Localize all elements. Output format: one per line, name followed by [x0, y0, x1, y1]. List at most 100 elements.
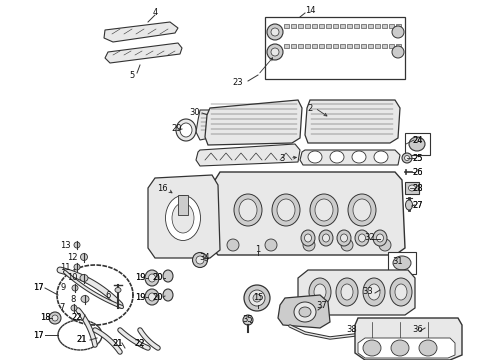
- Bar: [396, 44, 401, 48]
- Bar: [389, 24, 394, 28]
- Ellipse shape: [239, 199, 257, 221]
- Text: 33: 33: [363, 288, 373, 297]
- Bar: [298, 24, 303, 28]
- Bar: [354, 44, 359, 48]
- Ellipse shape: [341, 284, 353, 300]
- Text: 36: 36: [413, 325, 423, 334]
- Ellipse shape: [234, 194, 262, 226]
- Ellipse shape: [271, 28, 279, 36]
- Bar: [291, 24, 296, 28]
- Polygon shape: [104, 22, 178, 42]
- Text: 17: 17: [33, 284, 43, 292]
- Text: 27: 27: [413, 201, 423, 210]
- Ellipse shape: [148, 293, 155, 301]
- Polygon shape: [105, 43, 182, 63]
- Text: 35: 35: [243, 315, 253, 324]
- Ellipse shape: [227, 239, 239, 251]
- Ellipse shape: [406, 200, 413, 210]
- Text: 3: 3: [279, 153, 285, 162]
- Polygon shape: [212, 172, 405, 255]
- Text: 22: 22: [135, 338, 145, 347]
- Text: 30: 30: [190, 108, 200, 117]
- Bar: [305, 44, 310, 48]
- Text: 20: 20: [153, 274, 163, 283]
- Ellipse shape: [341, 234, 347, 242]
- Text: 6: 6: [105, 291, 111, 300]
- Ellipse shape: [356, 323, 368, 333]
- Bar: [340, 44, 345, 48]
- Bar: [312, 44, 317, 48]
- Ellipse shape: [359, 234, 366, 242]
- Text: 18: 18: [40, 314, 50, 323]
- Text: 28: 28: [413, 184, 423, 193]
- Ellipse shape: [368, 284, 380, 300]
- Bar: [354, 24, 359, 28]
- Polygon shape: [305, 100, 400, 143]
- Bar: [361, 44, 366, 48]
- Text: 28: 28: [413, 184, 423, 193]
- Ellipse shape: [49, 312, 61, 324]
- Ellipse shape: [115, 288, 121, 292]
- Bar: [347, 24, 352, 28]
- Bar: [319, 44, 324, 48]
- Ellipse shape: [72, 285, 78, 291]
- Polygon shape: [278, 295, 330, 328]
- Ellipse shape: [253, 294, 261, 302]
- Text: 1: 1: [255, 246, 261, 255]
- Polygon shape: [358, 338, 455, 358]
- Ellipse shape: [163, 270, 173, 282]
- Ellipse shape: [363, 340, 381, 356]
- Text: 20: 20: [153, 292, 163, 302]
- Ellipse shape: [244, 285, 270, 311]
- Bar: [305, 24, 310, 28]
- Text: 21: 21: [77, 336, 87, 345]
- Bar: [388, 252, 416, 274]
- Text: 2: 2: [307, 104, 313, 112]
- Bar: [405, 133, 430, 155]
- Ellipse shape: [249, 290, 265, 306]
- Ellipse shape: [330, 151, 344, 163]
- Ellipse shape: [402, 153, 412, 163]
- Bar: [382, 24, 387, 28]
- Text: 12: 12: [67, 252, 77, 261]
- Text: 38: 38: [346, 325, 357, 334]
- Ellipse shape: [315, 199, 333, 221]
- Ellipse shape: [390, 278, 412, 306]
- Text: 22: 22: [135, 338, 145, 347]
- Text: 19: 19: [135, 274, 145, 283]
- Text: 17: 17: [33, 330, 43, 339]
- Bar: [396, 24, 401, 28]
- Text: 9: 9: [60, 284, 66, 292]
- Ellipse shape: [363, 278, 385, 306]
- Ellipse shape: [373, 230, 387, 246]
- Bar: [291, 44, 296, 48]
- Text: 31: 31: [392, 257, 403, 266]
- Text: 19: 19: [135, 274, 145, 283]
- Bar: [284, 24, 289, 28]
- Text: 27: 27: [413, 201, 423, 210]
- Ellipse shape: [172, 203, 194, 233]
- Ellipse shape: [145, 289, 159, 305]
- Text: 10: 10: [67, 274, 77, 283]
- Bar: [319, 24, 324, 28]
- Ellipse shape: [267, 44, 283, 60]
- Ellipse shape: [376, 234, 384, 242]
- Bar: [375, 24, 380, 28]
- Text: 13: 13: [60, 240, 70, 249]
- Ellipse shape: [80, 275, 88, 282]
- Bar: [368, 24, 373, 28]
- Ellipse shape: [392, 26, 404, 38]
- Bar: [333, 24, 338, 28]
- Text: 19: 19: [135, 292, 145, 302]
- Bar: [368, 44, 373, 48]
- Text: 5: 5: [129, 71, 135, 80]
- Ellipse shape: [304, 234, 312, 242]
- Text: 19: 19: [135, 292, 145, 302]
- Text: 20: 20: [153, 292, 163, 302]
- Ellipse shape: [265, 239, 277, 251]
- Ellipse shape: [299, 307, 311, 317]
- Bar: [347, 44, 352, 48]
- Text: 15: 15: [253, 293, 263, 302]
- Polygon shape: [148, 175, 220, 258]
- Ellipse shape: [379, 239, 391, 251]
